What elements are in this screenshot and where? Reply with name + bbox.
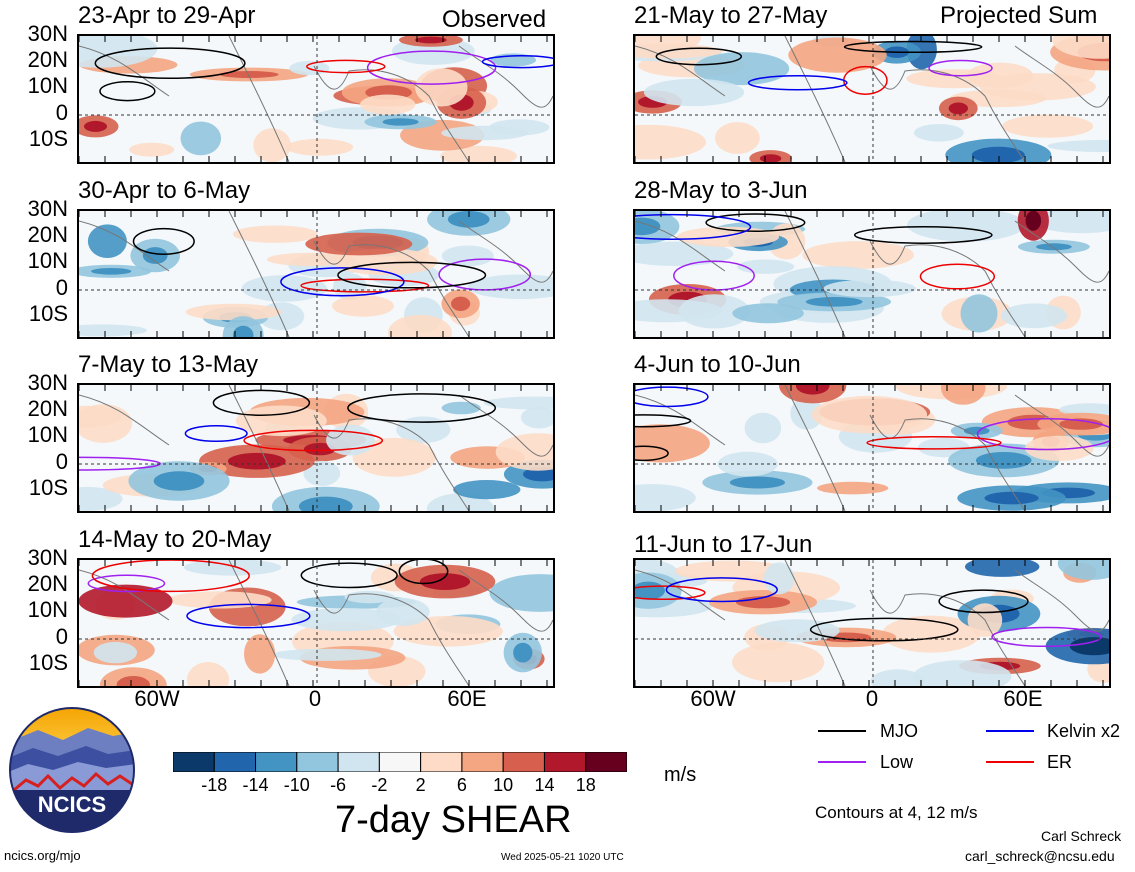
colorbar-tick-label: -6 xyxy=(330,775,347,795)
low-legend-line xyxy=(818,761,866,763)
panel-title: 23-Apr to 29-Apr xyxy=(78,2,256,29)
lat-label: 20N xyxy=(27,396,68,421)
colorbar-tick-label: -14 xyxy=(242,775,269,795)
lon-label: 60E xyxy=(447,686,487,711)
colorbar-tick-label: 10 xyxy=(493,775,514,795)
legend-label-kelvin: Kelvin x2 xyxy=(1047,721,1121,741)
colorbar-swatch xyxy=(420,751,463,773)
shear-map xyxy=(79,560,553,686)
shear-map xyxy=(635,36,1109,162)
colorbar-tick-label: 18 xyxy=(575,775,596,795)
lon-label: 0 xyxy=(865,686,879,711)
panel-title: 21-May to 27-May xyxy=(634,2,828,29)
map-panel xyxy=(633,558,1111,688)
colorbar-swatch xyxy=(461,751,504,773)
map-panel xyxy=(77,34,555,164)
er-legend-line xyxy=(986,761,1034,763)
logo-text: NCICS xyxy=(38,792,106,817)
projected-sum-label: Projected Sum xyxy=(940,2,1098,29)
colorbar xyxy=(172,751,628,773)
colorbar-tick-label: 2 xyxy=(415,775,426,795)
footer-url: ncics.org/mjo xyxy=(4,848,81,863)
legend-label-er: ER xyxy=(1047,752,1073,772)
contour-note: Contours at 4, 12 m/s xyxy=(815,803,978,822)
colorbar-swatch xyxy=(502,751,545,773)
colorbar-swatch xyxy=(213,751,257,773)
panel-title: 30-Apr to 6-May xyxy=(78,177,251,204)
mjo-legend-line xyxy=(818,730,866,732)
lat-label: 10N xyxy=(27,73,68,98)
lat-label: 20N xyxy=(27,47,68,72)
colorbar-swatch xyxy=(337,751,380,773)
colorbar-units: m/s xyxy=(664,764,697,786)
map-panel xyxy=(77,558,555,688)
lat-label: 20N xyxy=(27,222,68,247)
lon-label: 0 xyxy=(308,686,322,711)
shear-map xyxy=(635,211,1109,337)
lat-label: 10S xyxy=(28,126,68,151)
lon-label: 60W xyxy=(134,686,180,711)
colorbar-swatch xyxy=(543,751,587,773)
shear-map xyxy=(79,385,553,511)
ncics-logo: NCICS xyxy=(8,706,136,834)
footer-author: Carl Schreck xyxy=(1041,828,1122,844)
legend-label-low: Low xyxy=(880,752,914,772)
shear-map xyxy=(635,385,1109,511)
panel-title: 7-May to 13-May xyxy=(78,351,259,378)
shear-map xyxy=(79,36,553,162)
lat-label: 10N xyxy=(27,597,68,622)
kelvin-legend-line xyxy=(986,730,1034,732)
colorbar-tick-label: -2 xyxy=(371,775,388,795)
shear-map xyxy=(635,560,1109,686)
map-panel xyxy=(633,34,1111,164)
panel-title: 14-May to 20-May xyxy=(78,526,272,553)
lat-label: 30N xyxy=(27,196,68,221)
map-panel xyxy=(633,209,1111,339)
panel-title: 4-Jun to 10-Jun xyxy=(634,351,801,378)
lat-label: 30N xyxy=(27,370,68,395)
lat-label: 10S xyxy=(28,650,68,675)
observed-label: Observed xyxy=(442,6,547,33)
lat-label: 0 xyxy=(55,449,68,474)
shear-map xyxy=(79,211,553,337)
lat-label: 10N xyxy=(27,248,68,273)
footer-timestamp: Wed 2025-05-21 1020 UTC xyxy=(501,852,624,863)
map-panel xyxy=(77,209,555,339)
lat-label: 10S xyxy=(28,301,68,326)
colorbar-tick-label: -18 xyxy=(201,775,228,795)
lat-label: 20N xyxy=(27,571,68,596)
lat-label: 0 xyxy=(55,275,68,300)
lat-label: 10S xyxy=(28,475,68,500)
map-panel xyxy=(633,383,1111,513)
lon-label: 60W xyxy=(690,686,736,711)
lat-label: 0 xyxy=(55,100,68,125)
colorbar-tick-label: -10 xyxy=(283,775,310,795)
colorbar-swatch xyxy=(172,751,215,773)
map-panel xyxy=(77,383,555,513)
colorbar-tick-label: 6 xyxy=(456,775,467,795)
colorbar-swatch xyxy=(255,751,298,773)
colorbar-tick-label: 14 xyxy=(534,775,555,795)
legend-label-mjo: MJO xyxy=(880,721,918,741)
colorbar-swatch xyxy=(296,751,339,773)
colorbar-swatch xyxy=(585,751,628,773)
footer-email: carl_schreck@ncsu.edu xyxy=(965,848,1115,864)
chart-title: 7-day SHEAR xyxy=(335,799,572,841)
colorbar-swatch xyxy=(378,751,422,773)
lat-label: 0 xyxy=(55,624,68,649)
lat-label: 10N xyxy=(27,422,68,447)
lon-label: 60E xyxy=(1003,686,1043,711)
panel-title: 11-Jun to 17-Jun xyxy=(634,531,813,558)
lat-label: 30N xyxy=(27,545,68,570)
panel-title: 28-May to 3-Jun xyxy=(634,177,808,204)
lat-label: 30N xyxy=(27,21,68,46)
